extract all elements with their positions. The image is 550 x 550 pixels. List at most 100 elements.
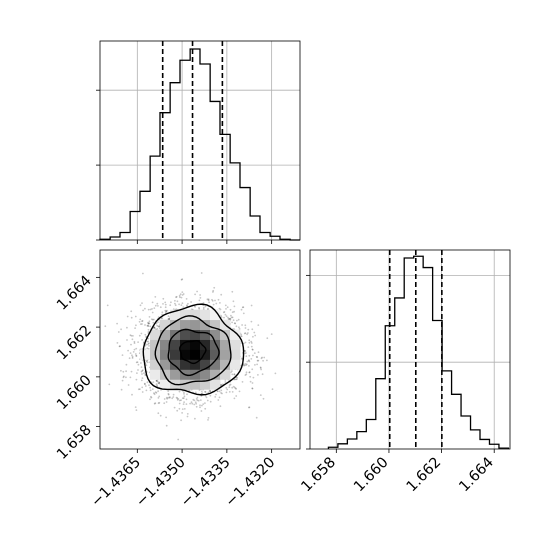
scatter-point [139, 304, 142, 307]
scatter-point [190, 301, 193, 303]
scatter-point [176, 300, 179, 303]
scatter-point [257, 359, 260, 362]
scatter-point [150, 395, 152, 398]
joint-ytick-label-2: 1.662 [54, 323, 95, 364]
scatter-point [167, 393, 170, 396]
scatter-point [238, 328, 241, 330]
scatter-point [230, 316, 233, 319]
scatter-point [194, 306, 197, 308]
scatter-point [179, 296, 181, 299]
scatter-point [200, 410, 203, 412]
scatter-point [148, 342, 150, 345]
scatter-point [207, 298, 210, 301]
scatter-point [243, 332, 246, 335]
scatter-point [146, 343, 148, 346]
scatter-point [146, 347, 149, 350]
density-cell [210, 309, 221, 321]
scatter-point [141, 369, 144, 372]
scatter-point [131, 338, 134, 341]
scatter-point [248, 341, 251, 344]
scatter-point [211, 300, 214, 302]
scatter-point [226, 388, 229, 391]
scatter-point [140, 370, 143, 373]
scatter-point [204, 402, 206, 404]
scatter-point [141, 323, 143, 325]
scatter-point [120, 369, 122, 372]
scatter-point [231, 386, 234, 389]
scatter-point [251, 387, 254, 390]
density-cell [190, 349, 201, 360]
scatter-point [248, 354, 251, 357]
scatter-point [221, 392, 223, 395]
scatter-point [108, 383, 111, 386]
scatter-point [250, 320, 253, 323]
scatter-point [151, 318, 154, 321]
scatter-point [228, 317, 231, 320]
density-cell [180, 359, 191, 370]
scatter-point [178, 399, 181, 402]
scatter-point [246, 363, 248, 366]
scatter-point [130, 316, 133, 319]
scatter-point [183, 408, 186, 410]
scatter-point [231, 373, 234, 376]
scatter-point [151, 311, 154, 314]
scatter-point [229, 383, 232, 386]
scatter-point [157, 412, 160, 415]
scatter-point [132, 335, 134, 337]
scatter-point [254, 364, 256, 366]
density-cell [160, 319, 171, 330]
scatter-point [220, 293, 223, 296]
scatter-point [151, 308, 153, 310]
scatter-point [149, 389, 152, 392]
scatter-point [163, 398, 166, 400]
y-marginal-bin-11 [433, 321, 442, 449]
scatter-point [202, 403, 205, 405]
scatter-point [121, 379, 124, 382]
scatter-point [181, 278, 184, 281]
scatter-point [141, 373, 143, 375]
scatter-point [245, 352, 247, 354]
scatter-point [209, 394, 212, 397]
scatter-point [153, 326, 155, 329]
scatter-point [246, 333, 249, 336]
scatter-point [257, 351, 260, 354]
scatter-point [147, 324, 149, 327]
y-marginal-bin-16 [480, 439, 489, 449]
scatter-point [199, 406, 201, 409]
y-marginal-bin-5 [376, 379, 385, 449]
scatter-point [204, 390, 206, 393]
scatter-point [135, 347, 138, 350]
x-marginal-bin-11 [210, 101, 220, 240]
density-cell [210, 379, 221, 390]
scatter-point [195, 398, 198, 400]
scatter-point [216, 390, 219, 393]
scatter-point [248, 406, 250, 409]
scatter-point [149, 325, 152, 328]
scatter-point [164, 303, 167, 306]
scatter-point [157, 305, 159, 307]
scatter-point [249, 380, 252, 383]
scatter-point [150, 318, 153, 321]
scatter-point [253, 331, 256, 334]
scatter-point [132, 351, 135, 353]
scatter-point [161, 311, 164, 314]
scatter-point [262, 359, 264, 362]
scatter-point [233, 397, 236, 400]
scatter-point [135, 378, 138, 381]
scatter-point [221, 383, 224, 386]
density-cell [170, 349, 181, 360]
scatter-point [120, 328, 122, 331]
y-marginal-bin-13 [452, 394, 461, 449]
density-cell [200, 379, 211, 390]
scatter-point [135, 361, 138, 364]
scatter-point [251, 348, 254, 351]
scatter-point [224, 381, 227, 383]
scatter-point [152, 381, 155, 383]
scatter-point [167, 390, 170, 392]
density-cell [210, 369, 221, 380]
scatter-point [135, 324, 137, 327]
scatter-point [167, 392, 170, 395]
scatter-point [139, 388, 141, 390]
scatter-point [157, 325, 160, 328]
scatter-point [176, 409, 179, 412]
